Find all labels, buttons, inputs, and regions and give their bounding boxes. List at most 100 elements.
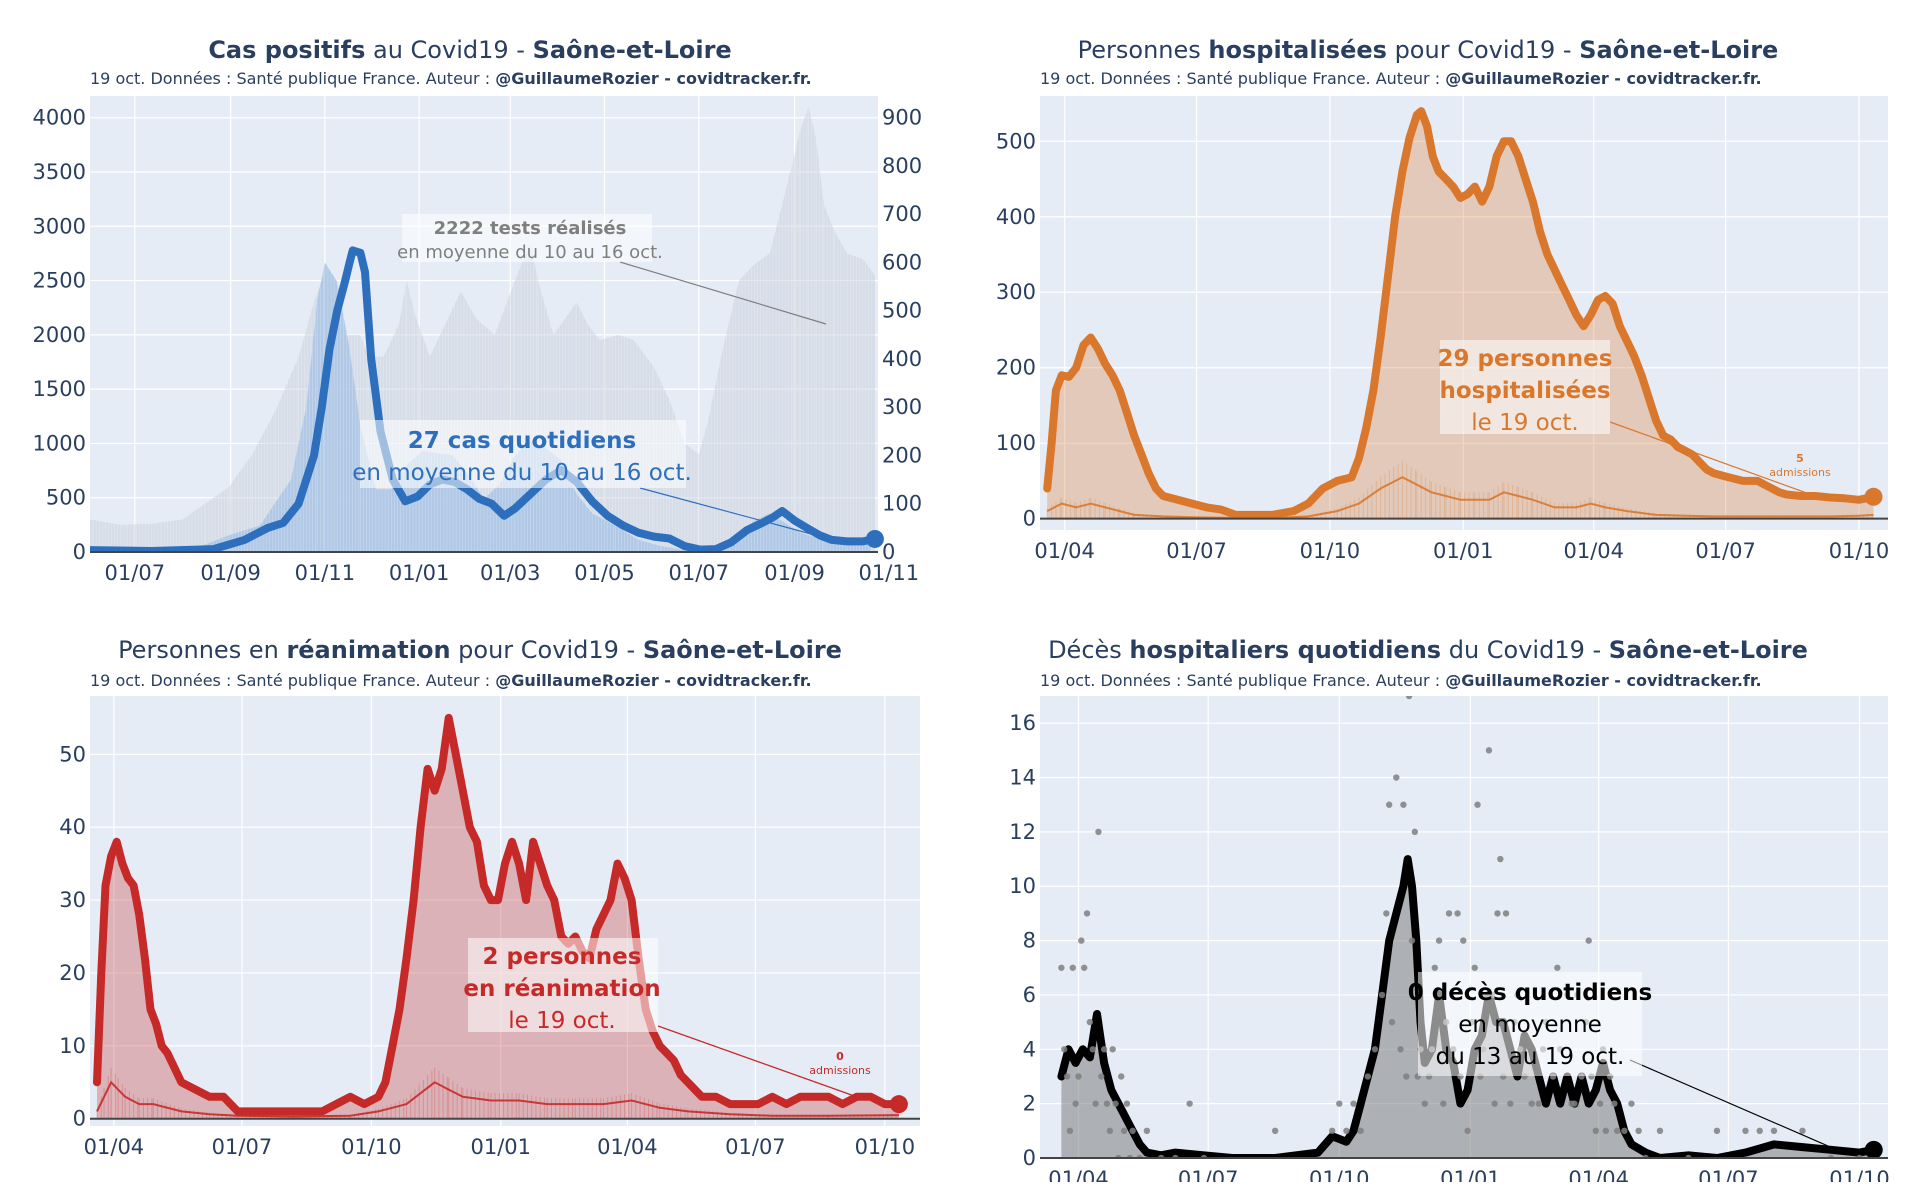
death-point (1408, 937, 1416, 944)
annotation-line: 5 (1796, 452, 1804, 465)
death-point (1528, 1100, 1535, 1107)
death-point (1106, 1127, 1114, 1135)
death-point (1400, 801, 1407, 808)
death-point (1507, 1100, 1514, 1107)
chart-title: Personnes hospitalisées pour Covid19 - S… (1078, 36, 1779, 64)
y-tick-label: 100 (996, 431, 1036, 455)
chart-cas-positifs: Cas positifs au Covid19 - Saône-et-Loire… (33, 36, 923, 585)
death-point (1656, 1127, 1664, 1135)
annotation-box (1440, 340, 1610, 434)
annotation-box (402, 214, 652, 262)
y-tick-label: 2 (1023, 1092, 1036, 1116)
chart-subtitle: 19 oct. Données : Santé publique France.… (1040, 69, 1762, 88)
chart-title-part-0: Décès (1048, 636, 1129, 664)
series-reanimations-line (93, 713, 903, 1116)
y-tick-label: 2000 (33, 323, 86, 347)
x-tick-label: 01/10 (855, 1135, 916, 1159)
chart-subtitle-part-1: @GuillaumeRozier - covidtracker.fr. (1445, 69, 1761, 88)
death-point (1494, 910, 1501, 917)
death-point (1385, 801, 1393, 808)
y-tick-label: 0 (1023, 507, 1036, 531)
death-point (1435, 937, 1443, 944)
annotation-0: 0 décès quotidiens en moyenne du 13 au 19 … (1408, 972, 1829, 1147)
y-tick-label: 14 (1009, 766, 1036, 790)
x-tick-label: 01/04 (1568, 1167, 1629, 1182)
y2-tick-label: 900 (882, 106, 922, 130)
death-point (1440, 1100, 1447, 1107)
annotation-line: 0 décès quotidiens (1408, 980, 1653, 1006)
annotation-arrow (1629, 1059, 1829, 1147)
annotation-line: 0 (836, 1050, 844, 1063)
death-point (1063, 1073, 1071, 1080)
annotation-box (360, 420, 686, 488)
chart-title-part-1: réanimation (286, 636, 450, 664)
x-tick-label: 01/07 (105, 561, 166, 585)
chart-title-part-2: du Covid19 - (1441, 636, 1609, 664)
death-point (1471, 964, 1478, 971)
y-tick-label: 10 (59, 1034, 86, 1058)
death-point (1075, 1073, 1082, 1080)
x-axis: 01/04 01/07 01/10 01/01 01/04 01/07 01/10 (1048, 1167, 1890, 1186)
y2-axis: 0 100 200 300 400 500 600 700 800 900 (882, 106, 922, 564)
y-tick-label: 12 (1009, 820, 1036, 844)
death-point (1614, 1127, 1621, 1135)
death-point (1357, 1127, 1364, 1135)
x-tick-label: 01/04 (597, 1135, 658, 1159)
death-point (1388, 1018, 1396, 1026)
x-tick-label: 01/05 (574, 561, 635, 585)
death-point (1083, 910, 1091, 917)
y2-tick-label: 600 (882, 250, 922, 274)
chart-personnes-hospitalisees: Personnes hospitalisées pour Covid19 - S… (996, 36, 1889, 563)
chart-subtitle: 19 oct. Données : Santé publique France.… (1040, 671, 1762, 690)
chart-title-part-0: Cas positifs (208, 36, 365, 64)
death-point (1445, 910, 1453, 917)
x-tick-label: 01/10 (1829, 1167, 1890, 1182)
y-tick-label: 10 (1009, 874, 1036, 898)
y2-tick-label: 800 (882, 154, 922, 178)
chart-deces-hospitaliers: Décès hospitaliers quotidiens du Covid19… (1009, 636, 1890, 1186)
death-point (1460, 937, 1467, 944)
x-tick-label: 01/07 (1166, 539, 1227, 563)
annotation-box (1418, 972, 1642, 1076)
series-reanimations-end-marker (889, 1095, 908, 1114)
death-point (1350, 1100, 1357, 1107)
annotation-line: 2 personnes (483, 944, 642, 970)
annotation-line: 2222 tests réalisés (434, 218, 627, 239)
y-axis: 0 2 4 6 8 10 12 14 16 (1009, 711, 1036, 1170)
annotation-line: admissions (809, 1064, 871, 1077)
series-cas-daily-bars-area (90, 262, 871, 552)
death-point (1129, 1127, 1136, 1135)
x-tick-label: 01/09 (200, 561, 261, 585)
annotation-line: en moyenne du 10 au 16 oct. (352, 460, 692, 486)
y-tick-label: 0 (73, 1107, 86, 1131)
x-tick-label: 01/10 (1300, 539, 1361, 563)
y-axis: 0 500 1000 1500 2000 2500 3000 3500 4000 (33, 106, 86, 564)
y-axis: 0 10 20 30 40 50 (59, 742, 86, 1130)
x-tick-label: 01/07 (212, 1135, 273, 1159)
death-point (1072, 1100, 1079, 1107)
death-point (1061, 1046, 1068, 1053)
y-tick-label: 16 (1009, 711, 1036, 735)
plot-area (1040, 696, 1888, 1158)
death-point (1602, 1127, 1610, 1135)
y2-tick-label: 500 (882, 299, 922, 323)
x-tick-label: 01/04 (1563, 539, 1624, 563)
death-point (1502, 910, 1510, 917)
annotations: 2 personnes en réanimation le 19 oct. 0admi… (463, 938, 871, 1099)
series-admissions-line (96, 1080, 899, 1118)
x-tick-label: 01/03 (480, 561, 541, 585)
y-tick-label: 4 (1023, 1037, 1036, 1061)
death-point (1431, 964, 1438, 971)
x-axis: 01/04 01/07 01/10 01/01 01/04 01/07 01/10 (84, 1135, 915, 1159)
x-tick-label: 01/10 (341, 1135, 402, 1159)
death-point (1378, 991, 1386, 999)
death-point (1078, 937, 1085, 944)
death-point (1713, 1127, 1721, 1135)
series-cas-moyenne (90, 246, 878, 552)
death-point (1086, 1018, 1094, 1026)
x-tick-label: 01/10 (1309, 1167, 1370, 1182)
x-axis: 01/07 01/09 01/11 01/01 01/03 01/05 01/07 01/09… (105, 561, 920, 585)
annotation-0: 29 personnes hospitalisées le 19 oct. (1438, 340, 1827, 501)
chart-subtitle-part-0: 19 oct. Données : Santé publique France.… (90, 671, 495, 690)
annotation-arrow (639, 487, 827, 539)
